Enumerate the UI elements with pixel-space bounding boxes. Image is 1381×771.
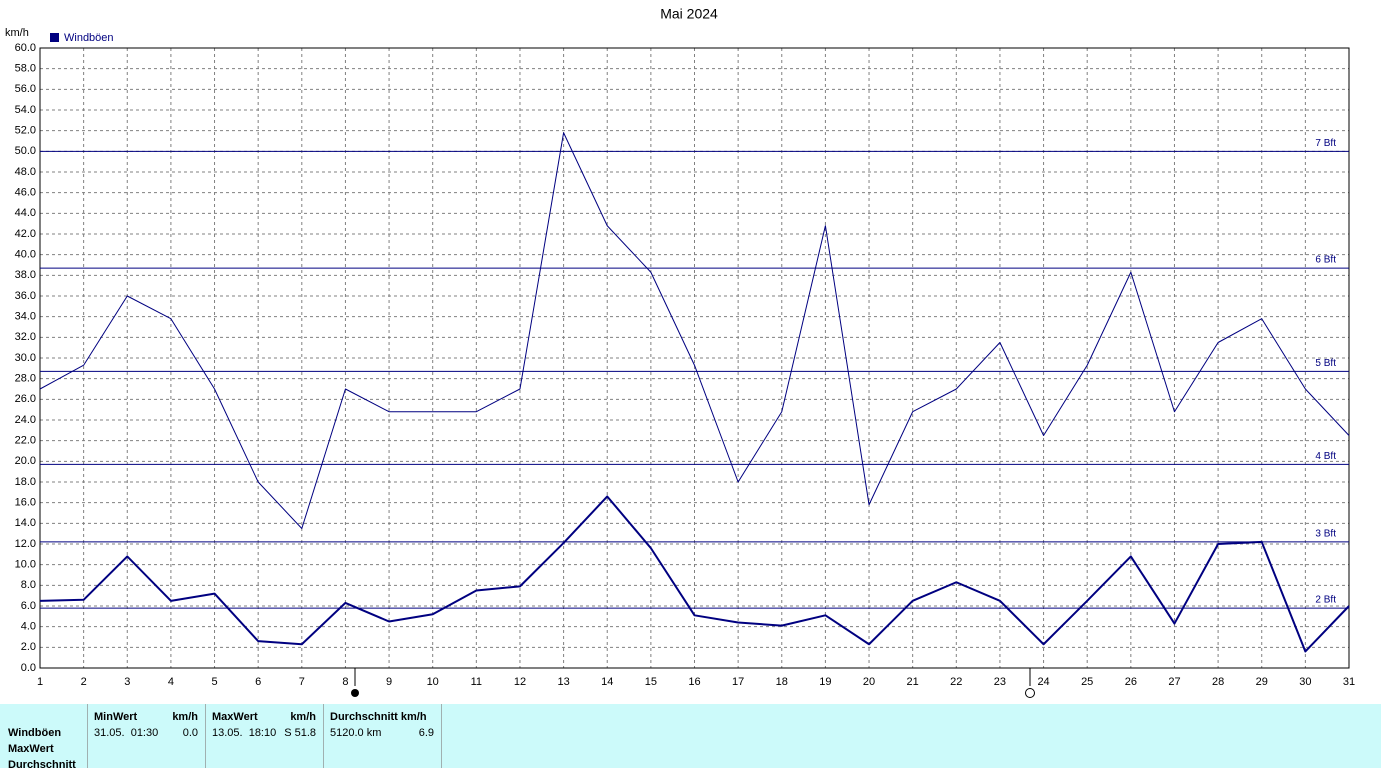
x-tick-label: 19 xyxy=(819,676,831,688)
series-line xyxy=(39,132,1350,529)
x-tick-label: 11 xyxy=(471,676,482,688)
chart-title: Mai 2024 xyxy=(660,6,718,22)
beaufort-label: 3 Bft xyxy=(1315,529,1336,540)
y-tick-label: 6.0 xyxy=(21,600,36,612)
column-separator xyxy=(441,704,442,768)
beaufort-label: 7 Bft xyxy=(1315,138,1336,149)
y-tick-label: 50.0 xyxy=(15,145,36,157)
cell-when: 5120.0 km xyxy=(330,727,382,739)
cell-value: S 51.8 xyxy=(284,727,316,739)
x-tick-label: 12 xyxy=(514,676,526,688)
cell-value: 6.9 xyxy=(418,727,434,739)
x-tick-label: 28 xyxy=(1212,676,1224,688)
column-unit: km/h xyxy=(290,711,316,723)
beaufort-label: 5 Bft xyxy=(1315,358,1336,369)
cell-when: 13.05. 18:10 xyxy=(212,727,277,739)
x-tick-label: 29 xyxy=(1256,676,1268,688)
column-separator xyxy=(87,704,88,768)
y-tick-label: 14.0 xyxy=(15,517,36,529)
row-label: MaxWert xyxy=(8,743,54,755)
y-tick-label: 56.0 xyxy=(15,83,36,95)
x-tick-label: 9 xyxy=(386,676,392,688)
chart: Mai 2024 km/h 0.0 2.0 4.0 6.0 8.0 10.0 12.0 14.… xyxy=(5,6,1355,698)
y-axis-label: km/h xyxy=(5,27,29,39)
summary-panel: Windböen MaxWert Durchschnitt MinWert km/h 31… xyxy=(0,704,1381,771)
y-tick-label: 58.0 xyxy=(15,63,36,75)
y-tick-label: 60.0 xyxy=(15,42,36,54)
y-tick-label: 18.0 xyxy=(15,476,36,488)
y-tick-label: 24.0 xyxy=(15,414,36,426)
y-tick-label: 30.0 xyxy=(15,352,36,364)
x-tick-label: 13 xyxy=(557,676,569,688)
y-tick-label: 44.0 xyxy=(15,207,36,219)
x-tick-label: 14 xyxy=(601,676,613,688)
column-header: MaxWert xyxy=(212,711,258,723)
beaufort-label: 2 Bft xyxy=(1315,595,1336,606)
x-tick-label: 4 xyxy=(168,676,174,688)
new-moon-icon xyxy=(351,689,359,697)
x-tick-label: 6 xyxy=(255,676,261,688)
y-tick-label: 34.0 xyxy=(15,311,36,323)
row-label: Windböen xyxy=(8,727,62,739)
cell-value: 0.0 xyxy=(182,727,198,739)
y-tick-label: 40.0 xyxy=(15,249,36,261)
y-tick-label: 54.0 xyxy=(15,104,36,116)
y-tick-label: 32.0 xyxy=(15,331,36,343)
x-tick-label: 21 xyxy=(907,676,919,688)
row-label: Durchschnitt xyxy=(8,759,76,771)
y-tick-label: 2.0 xyxy=(21,641,36,653)
y-tick-label: 8.0 xyxy=(21,579,36,591)
column-separator xyxy=(323,704,324,768)
column-header: Durchschnitt km/h xyxy=(330,711,427,723)
x-tick-label: 26 xyxy=(1125,676,1137,688)
x-tick-label: 2 xyxy=(81,676,87,688)
x-tick-label: 1 xyxy=(37,676,43,688)
x-tick-label: 20 xyxy=(863,676,875,688)
series-line xyxy=(39,495,1350,653)
y-tick-label: 46.0 xyxy=(15,187,36,199)
x-tick-label: 23 xyxy=(994,676,1006,688)
y-tick-label: 42.0 xyxy=(15,228,36,240)
y-tick-label: 26.0 xyxy=(15,393,36,405)
y-tick-label: 10.0 xyxy=(15,559,36,571)
y-tick-label: 36.0 xyxy=(15,290,36,302)
x-tick-label: 31 xyxy=(1343,676,1355,688)
beaufort-label: 4 Bft xyxy=(1315,451,1336,462)
column-header: MinWert xyxy=(94,711,138,723)
x-tick-label: 3 xyxy=(124,676,130,688)
y-tick-label: 52.0 xyxy=(15,125,36,137)
x-tick-label: 5 xyxy=(211,676,217,688)
x-tick-label: 25 xyxy=(1081,676,1093,688)
x-tick-label: 18 xyxy=(776,676,788,688)
y-tick-label: 4.0 xyxy=(21,621,36,633)
cell-when: 31.05. 01:30 xyxy=(94,727,159,739)
x-tick-label: 8 xyxy=(342,676,348,688)
legend-label: Windböen xyxy=(64,32,114,44)
x-tick-label: 30 xyxy=(1299,676,1311,688)
x-tick-label: 15 xyxy=(645,676,657,688)
x-tick-label: 17 xyxy=(732,676,744,688)
y-tick-label: 22.0 xyxy=(15,435,36,447)
column-separator xyxy=(205,704,206,768)
x-tick-label: 16 xyxy=(688,676,700,688)
legend-swatch xyxy=(50,33,59,42)
y-tick-label: 0.0 xyxy=(21,662,36,674)
y-tick-label: 48.0 xyxy=(15,166,36,178)
x-tick-label: 7 xyxy=(299,676,305,688)
x-tick-label: 24 xyxy=(1037,676,1049,688)
column-unit: km/h xyxy=(172,711,198,723)
beaufort-label: 6 Bft xyxy=(1315,255,1336,266)
y-tick-label: 38.0 xyxy=(15,269,36,281)
full-moon-icon xyxy=(1025,688,1035,698)
x-tick-label: 22 xyxy=(950,676,962,688)
x-tick-label: 27 xyxy=(1168,676,1180,688)
plot-frame xyxy=(39,47,1350,669)
y-tick-label: 28.0 xyxy=(15,373,36,385)
x-tick-label: 10 xyxy=(427,676,439,688)
y-tick-label: 20.0 xyxy=(15,455,36,467)
y-tick-label: 12.0 xyxy=(15,538,36,550)
y-tick-label: 16.0 xyxy=(15,497,36,509)
